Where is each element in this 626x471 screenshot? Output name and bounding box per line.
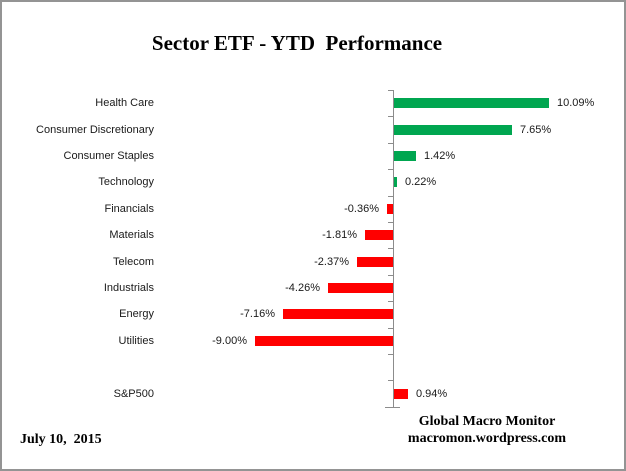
chart-title: Sector ETF - YTD Performance (151, 31, 443, 55)
data-bar (394, 177, 397, 188)
data-bar (255, 335, 393, 346)
value-label: -4.26% (285, 282, 320, 294)
tick-mark (388, 380, 394, 381)
data-bar (394, 98, 549, 109)
value-label: 7.65% (520, 123, 552, 136)
category-label: Consumer Discretionary (36, 123, 154, 136)
category-label: Consumer Staples (63, 150, 155, 162)
value-label: 1.42% (424, 150, 456, 162)
category-label: Technology (98, 176, 154, 189)
value-label: -9.00% (212, 334, 247, 347)
value-label: 10.09% (557, 97, 595, 110)
data-bar (365, 230, 393, 241)
category-label: Materials (109, 229, 154, 242)
tick-mark (388, 196, 394, 197)
attribution-line1: Global Macro Monitor (418, 414, 556, 429)
value-label: 0.94% (416, 387, 448, 400)
value-label: -2.37% (314, 255, 349, 268)
tick-mark (388, 328, 394, 329)
data-bar (357, 256, 393, 267)
tick-mark (388, 143, 394, 144)
attribution-line2: macromon.wordpress.com (407, 431, 567, 446)
data-bar (328, 283, 393, 293)
tick-mark (388, 169, 394, 170)
date-label: July 10, 2015 (20, 432, 102, 447)
data-bar (394, 124, 512, 135)
data-bar (394, 388, 408, 399)
tick-mark (388, 90, 394, 91)
data-bar (283, 309, 393, 320)
tick-mark (388, 301, 394, 302)
attribution: Global Macro Monitor macromon.wordpress.… (387, 413, 587, 447)
tick-mark (388, 248, 394, 249)
value-label: -7.16% (240, 308, 275, 321)
category-label: S&P500 (113, 387, 154, 400)
category-label: Telecom (113, 255, 154, 268)
category-label: Health Care (95, 97, 154, 110)
tick-mark (388, 222, 394, 223)
value-label: -1.81% (322, 229, 357, 242)
category-label: Industrials (103, 282, 154, 294)
category-label: Utilities (118, 334, 154, 347)
tick-mark (388, 275, 394, 276)
data-bar (387, 203, 393, 214)
data-bar (394, 151, 416, 161)
value-label: -0.36% (344, 202, 379, 215)
tick-mark (388, 354, 394, 355)
category-label: Energy (119, 308, 154, 321)
tick-mark (385, 407, 400, 408)
tick-mark (388, 116, 394, 117)
value-label: 0.22% (405, 176, 437, 189)
category-label: Financials (104, 202, 154, 215)
